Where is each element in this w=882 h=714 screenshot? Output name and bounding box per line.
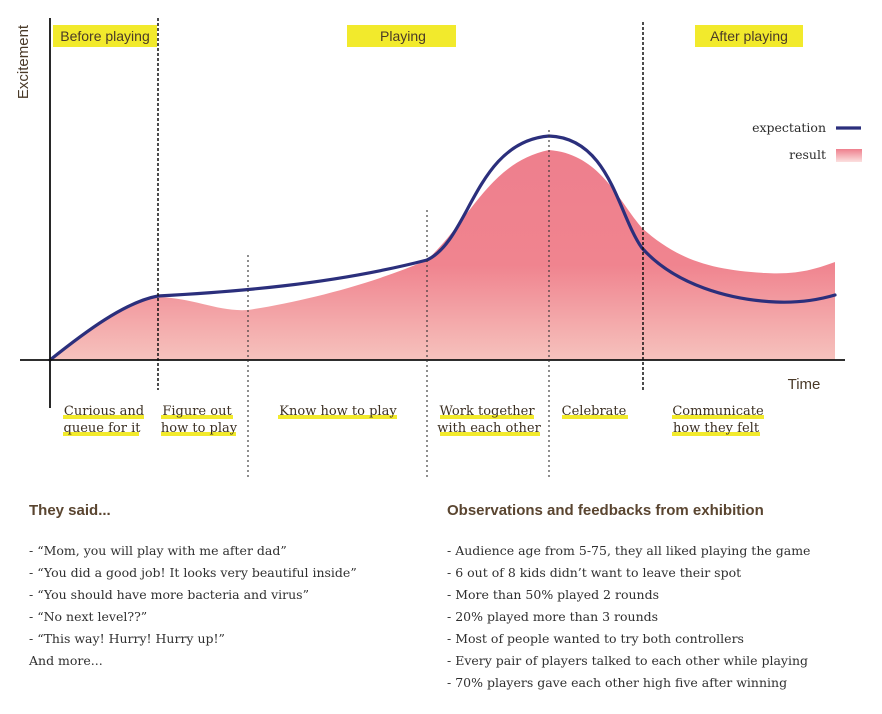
stage-work-together-line2: with each other xyxy=(437,421,541,436)
result-area xyxy=(50,150,835,360)
they-said-title: They said... xyxy=(29,502,111,519)
stage-celebrate: Celebrate xyxy=(562,404,628,419)
stage-work-together: Work together with each other xyxy=(437,404,542,436)
observations-title: Observations and feedbacks from exhibiti… xyxy=(447,502,764,519)
y-axis-label: Excitement xyxy=(15,24,32,99)
list-item: - More than 50% played 2 rounds xyxy=(447,587,660,602)
stage-work-together-line1: Work together xyxy=(439,404,535,419)
stage-curious-line1: Curious and xyxy=(64,404,144,419)
stage-communicate: Communicate how they felt xyxy=(672,404,764,436)
list-item: - “This way! Hurry! Hurry up!” xyxy=(29,631,225,646)
list-item: - “Mom, you will play with me after dad” xyxy=(29,543,287,558)
they-said-list: - “Mom, you will play with me after dad”… xyxy=(29,540,357,672)
stage-curious: Curious and queue for it xyxy=(63,404,144,436)
x-axis-label: Time xyxy=(788,376,821,393)
list-item: - “You should have more bacteria and vir… xyxy=(29,587,309,602)
expectation-line xyxy=(48,134,837,362)
list-item: - 70% players gave each other high five … xyxy=(447,675,788,690)
phase-label-before: Before playing xyxy=(60,28,150,44)
stage-celebrate-line1: Celebrate xyxy=(562,404,627,419)
stage-know-how: Know how to play xyxy=(278,404,397,419)
stage-figure-out-line1: Figure out xyxy=(162,404,232,419)
excitement-chart: Before playing Playing After playing Exc… xyxy=(15,18,862,480)
legend-expectation-label: expectation xyxy=(752,120,826,135)
list-item: - Most of people wanted to try both cont… xyxy=(447,631,744,646)
list-item: And more... xyxy=(29,653,103,668)
stage-figure-out: Figure out how to play xyxy=(161,404,238,436)
stage-figure-out-line2: how to play xyxy=(161,421,238,436)
phase-highlight-after xyxy=(695,25,803,47)
legend-result-label: result xyxy=(789,147,826,162)
phase-label-after: After playing xyxy=(710,28,788,44)
list-item: - 6 out of 8 kids didn’t want to leave t… xyxy=(447,565,742,580)
list-item: - Every pair of players talked to each o… xyxy=(447,653,809,668)
stage-curious-line2: queue for it xyxy=(64,421,142,436)
stage-communicate-line2: how they felt xyxy=(673,421,760,436)
list-item: - “No next level??” xyxy=(29,609,148,624)
phase-label-playing: Playing xyxy=(380,28,426,44)
stage-communicate-line1: Communicate xyxy=(672,404,764,419)
legend-result-swatch xyxy=(836,149,862,162)
list-item: - 20% played more than 3 rounds xyxy=(447,609,659,624)
list-item: - Audience age from 5-75, they all liked… xyxy=(447,543,811,558)
list-item: - “You did a good job! It looks very bea… xyxy=(29,565,357,580)
phase-highlight-playing xyxy=(347,25,456,47)
phase-highlight-before xyxy=(53,25,157,47)
observations-list: - Audience age from 5-75, they all liked… xyxy=(447,540,810,694)
stage-know-how-line1: Know how to play xyxy=(279,404,397,419)
